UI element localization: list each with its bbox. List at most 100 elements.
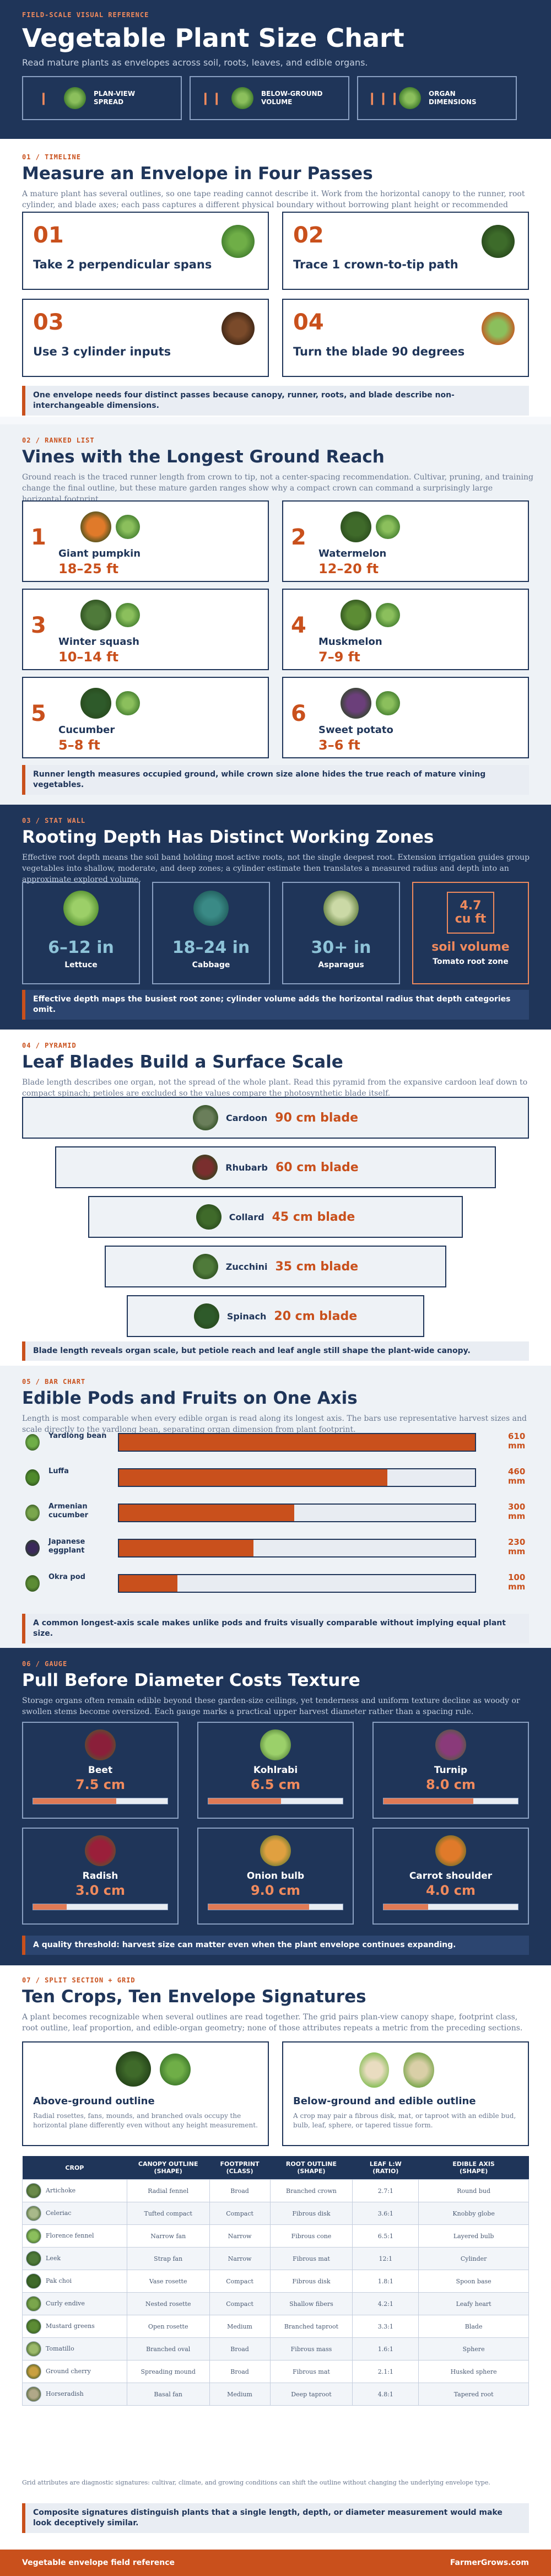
bar-value-label: 300 mm: [508, 1502, 526, 1522]
table-cell: Husked sphere: [418, 2360, 529, 2384]
cell-text: Spoon base: [456, 2277, 491, 2285]
table-cell: 3.3:1: [352, 2315, 419, 2338]
table-cell: Narrow fan: [126, 2224, 210, 2248]
cell-text: Blade: [464, 2322, 483, 2330]
vine-reach: 3–6 ft: [318, 737, 360, 753]
bulb-plant-icon: [359, 2052, 389, 2088]
pyramid-tier-zucchini: Zucchini 35 cm blade: [105, 1246, 446, 1287]
split-left-title: Above-ground outline: [33, 2095, 155, 2107]
vine-rank: 3: [31, 613, 46, 638]
section-kicker: 03 / STAT WALL: [22, 817, 86, 824]
tier-value: 90 cm blade: [275, 1111, 358, 1125]
leaf-icon: [376, 603, 400, 627]
vine-name: Muskmelon: [318, 636, 382, 648]
table-row: Pak choi Vase rosette Compact Fibrous disk 1…: [22, 2270, 529, 2293]
tier-value: 60 cm blade: [276, 1160, 359, 1174]
crop-cell: Artichoke: [22, 2179, 127, 2203]
page-subtitle: Read mature plants as envelopes across s…: [22, 57, 368, 68]
bar-value-label: 460 mm: [508, 1467, 526, 1486]
table-cell: Knobby globe: [418, 2202, 529, 2225]
vine-reach: 7–9 ft: [318, 649, 360, 665]
bar-value-label: 230 mm: [508, 1537, 526, 1557]
vine-card-6: 6 Sweet potato 3–6 ft: [282, 677, 529, 758]
table-cell: Spreading mound: [126, 2360, 210, 2384]
cell-text: Artichoke: [46, 2187, 76, 2195]
gauge-card-turnip: Turnip 8.0 cm: [372, 1722, 529, 1819]
pyramid-tier-cardoon: Cardoon 90 cm blade: [22, 1097, 529, 1139]
vine-icon: [341, 511, 371, 542]
crop-thumbnail-icon: [26, 2183, 41, 2199]
vine-reach: 12–20 ft: [318, 561, 379, 576]
asparagus-icon: [323, 891, 359, 926]
table-row: Leek Strap fan Narrow Fibrous mat 12:1 Cylind…: [22, 2247, 529, 2271]
table-cell: Fibrous mass: [269, 2337, 353, 2361]
celeriac-icon: [403, 2052, 434, 2088]
step-number: 02: [293, 223, 324, 248]
crop-thumbnail-icon: [26, 2319, 41, 2335]
root-volume-icon: [231, 87, 253, 109]
header-box-label: ORGAN DIMENSIONS: [429, 90, 477, 106]
bar-icon: [25, 1540, 40, 1556]
bar: [119, 1434, 475, 1451]
footer-site-link[interactable]: FarmerGrows.com: [450, 2558, 529, 2567]
vine-card-1: 1 Giant pumpkin 18–25 ft: [22, 500, 269, 582]
section-title: Rooting Depth Has Distinct Working Zones: [22, 827, 434, 847]
table-cell: Compact: [209, 2202, 271, 2225]
cell-text: Branched crown: [286, 2187, 337, 2195]
cell-text: Compact: [226, 2209, 253, 2217]
table-cell: Fibrous mat: [269, 2247, 353, 2271]
cell-text: Fibrous mat: [293, 2255, 330, 2262]
lettuce-icon: [63, 891, 99, 926]
leaf-icon: [116, 603, 140, 627]
split-right-card: Below-ground and edible outline A crop m…: [282, 2041, 529, 2146]
step-text: Take 2 perpendicular spans: [33, 258, 212, 271]
stat-card-3: 30+ in Asparagus: [282, 882, 400, 984]
cell-text: Deep taproot: [291, 2390, 332, 2398]
section-kicker: 06 / GAUGE: [22, 1660, 68, 1668]
table-cell: Compact: [209, 2292, 271, 2316]
bar-value-label: 610 mm: [508, 1431, 526, 1451]
step-number: 04: [293, 310, 324, 335]
split-left-text: Radial rosettes, fans, mounds, and branc…: [33, 2112, 258, 2129]
cell-text: 4.8:1: [377, 2390, 393, 2398]
leaf-icon: [116, 515, 140, 539]
root-cylinder-icon: [222, 312, 255, 345]
cell-text: Narrow: [228, 2232, 252, 2240]
cell-text: Broad: [230, 2345, 249, 2353]
cabbage-icon: [222, 225, 255, 258]
table-header: ROOT OUTLINE (SHAPE): [270, 2156, 353, 2180]
table-cell: Blade: [418, 2315, 529, 2338]
section-intro: Ground reach is the traced runner length…: [22, 472, 533, 504]
vine-icon: [80, 511, 111, 542]
table-cell: Tapered root: [418, 2383, 529, 2406]
split-right-title: Below-ground and edible outline: [293, 2095, 476, 2107]
section-intro: Length is most comparable when every edi…: [22, 1414, 527, 1434]
cell-text: Leek: [46, 2255, 61, 2262]
table-row: Mustard greens Open rosette Medium Branched…: [22, 2315, 529, 2338]
step-number: 01: [33, 223, 64, 248]
crop-thumbnail-icon: [26, 2341, 41, 2357]
gauge-value: 8.0 cm: [425, 1777, 476, 1792]
pyramid-tier-collard: Collard 45 cm blade: [88, 1196, 463, 1238]
takeaway-2: Runner length measures occupied ground, …: [22, 765, 529, 795]
vegetable-icon: [260, 1729, 291, 1760]
header-box-3: ❙❙❙ ORGAN DIMENSIONS: [357, 76, 517, 120]
vine-card-5: 5 Cucumber 5–8 ft: [22, 677, 269, 758]
table-cell: Fibrous mat: [269, 2360, 353, 2384]
table-cell: Branched oval: [126, 2337, 210, 2361]
header-box-label: BELOW-GROUND VOLUME: [261, 90, 323, 106]
volume-box: 4.7 cu ft: [447, 892, 494, 934]
table-cell: 4.8:1: [352, 2383, 419, 2406]
bar-icon: [25, 1469, 40, 1486]
section-title: Vines with the Longest Ground Reach: [22, 447, 385, 467]
page-title: Vegetable Plant Size Chart: [22, 23, 404, 53]
cell-text: Medium: [227, 2322, 252, 2330]
section-intro: A plant becomes recognizable when severa…: [22, 2012, 523, 2033]
table-row: Curly endive Nested rosette Compact Shallow…: [22, 2292, 529, 2316]
section-kicker: 05 / BAR CHART: [22, 1378, 86, 1386]
tier-crop: Collard: [229, 1211, 264, 1222]
cell-text: Pak choi: [46, 2277, 72, 2285]
vine-name: Watermelon: [318, 548, 387, 559]
header-band: FIELD-SCALE VISUAL REFERENCE Vegetable P…: [0, 0, 551, 139]
cell-text: Fibrous disk: [292, 2209, 331, 2217]
